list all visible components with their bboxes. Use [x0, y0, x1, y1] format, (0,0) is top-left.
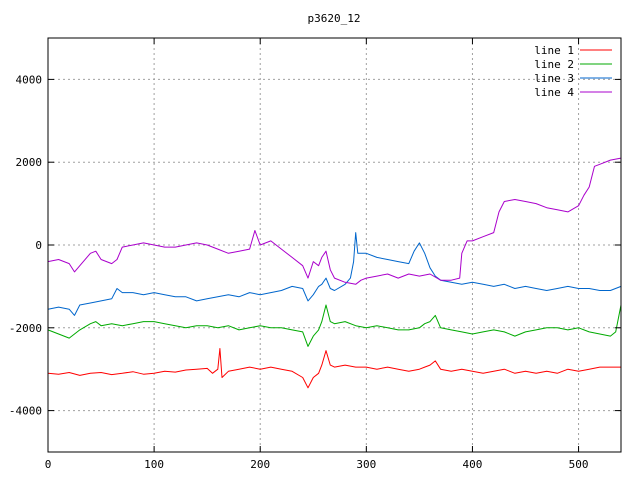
- x-tick-label: 100: [144, 458, 164, 471]
- ticks: 0 100 200 300 400 500 -4000 -2000 0 2000 4000: [9, 38, 621, 471]
- y-tick-label: -2000: [9, 322, 42, 335]
- x-tick-label: 200: [250, 458, 270, 471]
- grid: [48, 38, 621, 452]
- x-tick-label: 300: [356, 458, 376, 471]
- series-line-1: [47, 348, 621, 389]
- y-tick-label: 2000: [16, 156, 43, 169]
- series-line-4: [47, 157, 622, 285]
- series-line-2: [47, 304, 622, 347]
- y-tick-label: 4000: [16, 73, 43, 86]
- legend-label-3: line 3: [534, 72, 574, 85]
- x-tick-label: 0: [45, 458, 52, 471]
- x-tick-label: 500: [569, 458, 589, 471]
- y-tick-label: 0: [35, 239, 42, 252]
- series-line-3: [47, 232, 622, 316]
- series-layer: [47, 157, 622, 389]
- chart-title: p3620_12: [308, 12, 361, 25]
- legend-label-2: line 2: [534, 58, 574, 71]
- legend-label-4: line 4: [534, 86, 574, 99]
- legend-label-1: line 1: [534, 44, 574, 57]
- x-tick-label: 400: [463, 458, 483, 471]
- y-tick-label: -4000: [9, 405, 42, 418]
